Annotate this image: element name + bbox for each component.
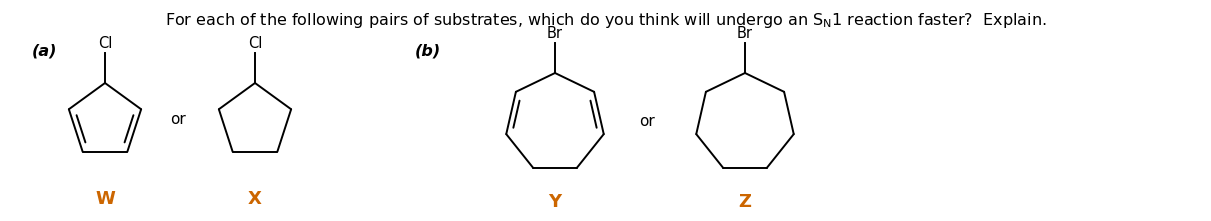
Text: Z: Z bbox=[739, 193, 752, 211]
Text: For each of the following pairs of substrates, which do you think will undergo a: For each of the following pairs of subst… bbox=[165, 11, 1046, 30]
Text: Br: Br bbox=[737, 26, 753, 41]
Text: or: or bbox=[639, 114, 655, 128]
Text: (a): (a) bbox=[31, 43, 57, 58]
Text: X: X bbox=[248, 190, 262, 208]
Text: Br: Br bbox=[547, 26, 563, 41]
Text: (b): (b) bbox=[415, 43, 441, 58]
Text: Cl: Cl bbox=[248, 36, 263, 51]
Text: W: W bbox=[94, 190, 115, 208]
Text: or: or bbox=[170, 112, 185, 126]
Text: Y: Y bbox=[549, 193, 562, 211]
Text: Cl: Cl bbox=[98, 36, 113, 51]
